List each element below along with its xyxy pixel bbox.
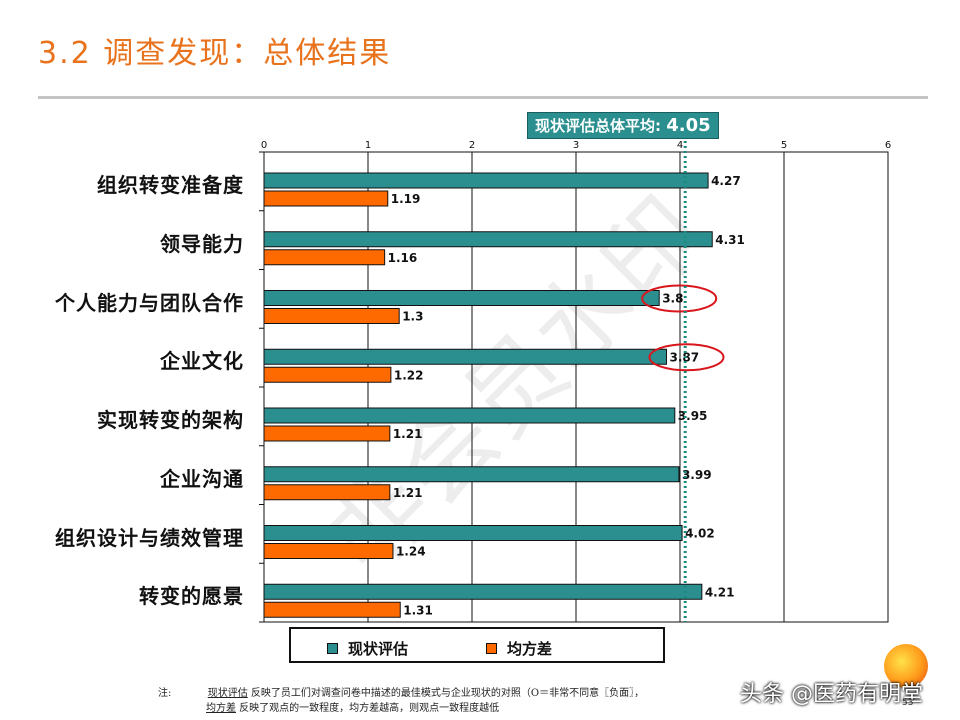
bar-series2 <box>263 249 386 266</box>
data-label-series1: 3.8 <box>662 292 683 306</box>
x-tick-label: 2 <box>469 140 475 151</box>
category-label: 企业文化 <box>160 349 244 374</box>
average-value: 4.05 <box>666 115 711 136</box>
category-label: 转变的愿景 <box>139 584 244 609</box>
x-tick-label: 3 <box>573 140 579 151</box>
bar-series2 <box>263 366 392 383</box>
footnote-line-2: 均方差 反映了观点的一致程度，均方差越高，则观点一致程度越低 <box>206 699 499 714</box>
source-watermark: 头条 @医药有明堂 <box>740 682 923 707</box>
data-label-series1: 4.21 <box>705 585 735 599</box>
footnote-line-1: 注: 现状评估 反映了员工们对调查问卷中描述的最佳模式与企业现状的对照（O＝非常… <box>158 684 644 699</box>
bar-series2 <box>263 425 391 442</box>
footnote-text-2: 反映了观点的一致程度，均方差越高，则观点一致程度越低 <box>236 703 500 714</box>
bar-series2 <box>263 601 401 618</box>
bar-series2 <box>263 190 389 207</box>
data-label-series1: 4.02 <box>685 527 715 541</box>
x-tick-label: 0 <box>261 140 267 151</box>
average-callout: 现状评估总体平均: 4.05 <box>527 112 719 139</box>
footnote-text-1: 反映了员工们对调查问卷中描述的最佳模式与企业现状的对照（O＝非常不同意〖负面〗， <box>247 688 645 699</box>
bar-series2 <box>263 308 400 324</box>
bar-series1 <box>263 466 680 483</box>
footnote-prefix: 注: <box>158 688 172 699</box>
bar-series2 <box>263 543 394 559</box>
data-label-series2: 1.3 <box>402 310 423 324</box>
bar-series1 <box>263 407 676 424</box>
data-label-series2: 1.21 <box>393 427 423 441</box>
highlight-circle <box>641 284 718 313</box>
data-label-series1: 4.31 <box>715 233 745 247</box>
category-label: 企业沟通 <box>160 466 244 491</box>
x-tick-label: 1 <box>365 140 371 151</box>
data-label-series2: 1.31 <box>403 603 433 617</box>
legend-item-series1: 现状评估 <box>327 638 408 659</box>
bar-series1 <box>263 348 667 365</box>
data-label-series2: 1.22 <box>394 368 424 382</box>
legend-label-series1: 现状评估 <box>348 640 409 658</box>
bar-series1 <box>263 231 713 248</box>
bar-series1 <box>263 525 683 541</box>
x-tick-label: 5 <box>781 140 787 151</box>
data-label-series1: 3.95 <box>678 409 708 423</box>
bar-series1 <box>263 172 709 189</box>
x-tick-label: 6 <box>885 140 891 151</box>
category-label: 实现转变的架构 <box>97 408 244 432</box>
title-divider <box>38 96 928 99</box>
brand-logo <box>884 644 928 688</box>
legend-item-series2: 均方差 <box>486 638 552 659</box>
category-label: 组织转变准备度 <box>97 173 244 197</box>
data-label-series1: 4.27 <box>711 174 741 188</box>
legend-swatch-series1 <box>327 643 338 654</box>
legend-swatch-series2 <box>486 643 497 654</box>
category-label: 组织设计与绩效管理 <box>55 525 244 550</box>
bar-series1 <box>263 583 703 600</box>
data-label-series2: 1.16 <box>388 251 418 265</box>
data-label-series2: 1.24 <box>396 545 426 559</box>
bar-series1 <box>263 290 660 306</box>
highlight-circle <box>648 343 725 372</box>
footnote-term-2: 均方差 <box>206 703 236 714</box>
category-label: 领导能力 <box>160 231 244 256</box>
x-tick-label: 4 <box>677 140 683 151</box>
footnote-term-1: 现状评估 <box>207 688 248 699</box>
average-label: 现状评估总体平均 <box>535 117 656 135</box>
category-label: 个人能力与团队合作 <box>55 290 244 315</box>
data-label-series2: 1.21 <box>393 486 423 500</box>
page-number: 53 <box>902 698 914 708</box>
legend-label-series2: 均方差 <box>507 640 553 658</box>
data-label-series2: 1.19 <box>391 192 421 206</box>
bar-series2 <box>263 484 391 501</box>
data-label-series1: 3.99 <box>682 468 712 482</box>
page-title: 3.2 调查发现：总体结果 <box>38 36 392 71</box>
chart-legend: 现状评估 均方差 <box>289 627 665 663</box>
